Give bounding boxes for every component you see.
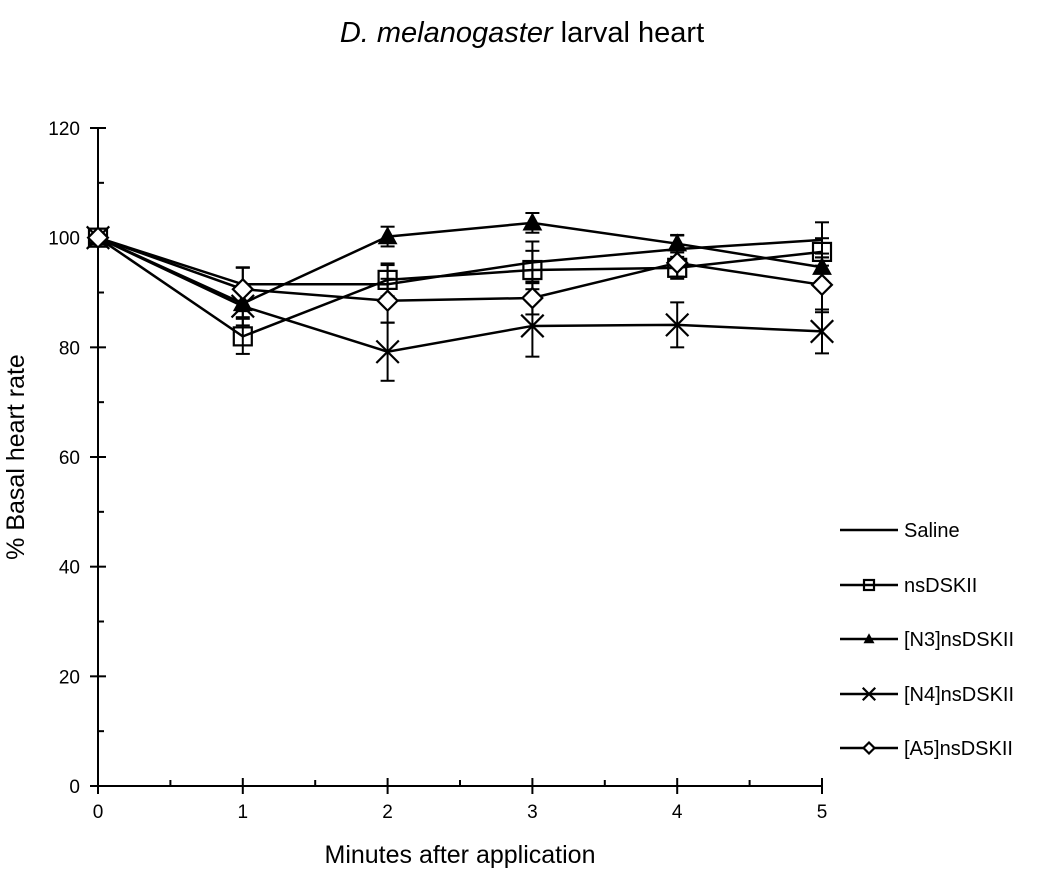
series-line-1 [97,236,823,338]
triangle-marker [377,226,398,245]
x-tick-label: 2 [382,802,393,823]
legend-item: nsDSKII [840,575,977,597]
x-axis-title: Minutes after application [325,841,596,869]
legend-item: [N4]nsDSKII [840,684,1014,706]
data-point [376,289,400,313]
triangle-marker [232,293,253,312]
data-point [812,256,832,275]
series-line-2 [97,221,823,305]
diamond-marker [861,740,877,756]
y-tick-label: 100 [48,229,80,250]
marker-square-open [862,578,876,592]
data-point [231,277,255,301]
data-point [375,339,400,364]
x-tick-label: 1 [238,802,249,823]
chart-title-italic: D. melanogaster [340,17,554,49]
legend: Saline nsDSKII [N3]nsDSKII [N4]nsDSKII [A5]n… [840,520,1014,760]
data-point [667,233,688,252]
marker-triangle-filled [863,633,875,644]
triangle-marker [522,212,543,231]
data-point [810,273,834,297]
series-markers-4 [86,226,834,313]
diamond-marker [810,273,834,297]
x-marker-stroke [809,319,835,344]
square-marker [522,259,543,281]
data-point [522,212,543,231]
diamond-marker [86,226,110,250]
x-tick-label: 5 [817,802,828,823]
data-point [520,286,544,310]
series-markers-1 [87,227,833,347]
x-marker-stroke [520,313,545,338]
data-point [377,269,398,290]
y-tick-label: 20 [59,667,80,688]
series-layer [85,211,835,382]
legend-label: [A5]nsDSKII [904,738,1013,760]
triangle-marker [812,256,832,275]
legend-label: [N4]nsDSKII [904,684,1014,706]
x-marker-stroke [375,339,400,364]
data-point [86,226,110,250]
series-markers-2 [88,212,832,312]
diamond-marker [231,277,255,301]
marker-x [861,686,877,702]
legend-label: Saline [904,520,960,542]
legend-item: [A5]nsDSKII [840,738,1013,760]
diamond-marker [376,289,400,313]
y-tick-label: 80 [59,338,80,359]
series-line-3 [97,236,823,354]
axes: 0 1 2 3 4 5 0 20 40 60 80 100 120 [48,119,827,823]
x-tick-label: 3 [527,802,538,823]
data-point [520,313,545,338]
chart-title-regular: larval heart [553,17,705,49]
legend-item: [N3]nsDSKII [840,629,1014,651]
y-tick-label: 40 [59,558,80,579]
square-marker [232,326,253,347]
x-marker-stroke [665,312,690,337]
square-marker [377,269,398,290]
data-point [809,319,835,344]
x-tick-label: 0 [93,802,104,823]
chart-title: D. melanogaster larval heart [340,17,704,49]
x-marker-stroke [861,686,877,702]
series-line-4 [97,236,823,302]
data-point [230,294,255,319]
triangle-marker [667,233,688,252]
data-point [232,326,253,347]
legend-label: nsDSKII [904,575,977,597]
diamond-marker [665,251,689,275]
triangle-marker [863,633,875,644]
data-point [665,251,689,275]
data-point [665,312,690,337]
data-point [377,226,398,245]
data-point [232,293,253,312]
marker-diamond-open [861,740,877,756]
legend-item: Saline [840,520,960,542]
legend-label: [N3]nsDSKII [904,629,1014,651]
y-tick-label: 0 [69,777,80,798]
diamond-marker [520,286,544,310]
x-marker-stroke [230,294,255,319]
y-tick-label: 120 [48,119,80,140]
data-point [522,259,543,281]
square-marker [862,578,876,592]
y-tick-label: 60 [59,448,80,469]
y-axis-title: % Basal heart rate [2,354,30,560]
x-tick-label: 4 [672,802,683,823]
